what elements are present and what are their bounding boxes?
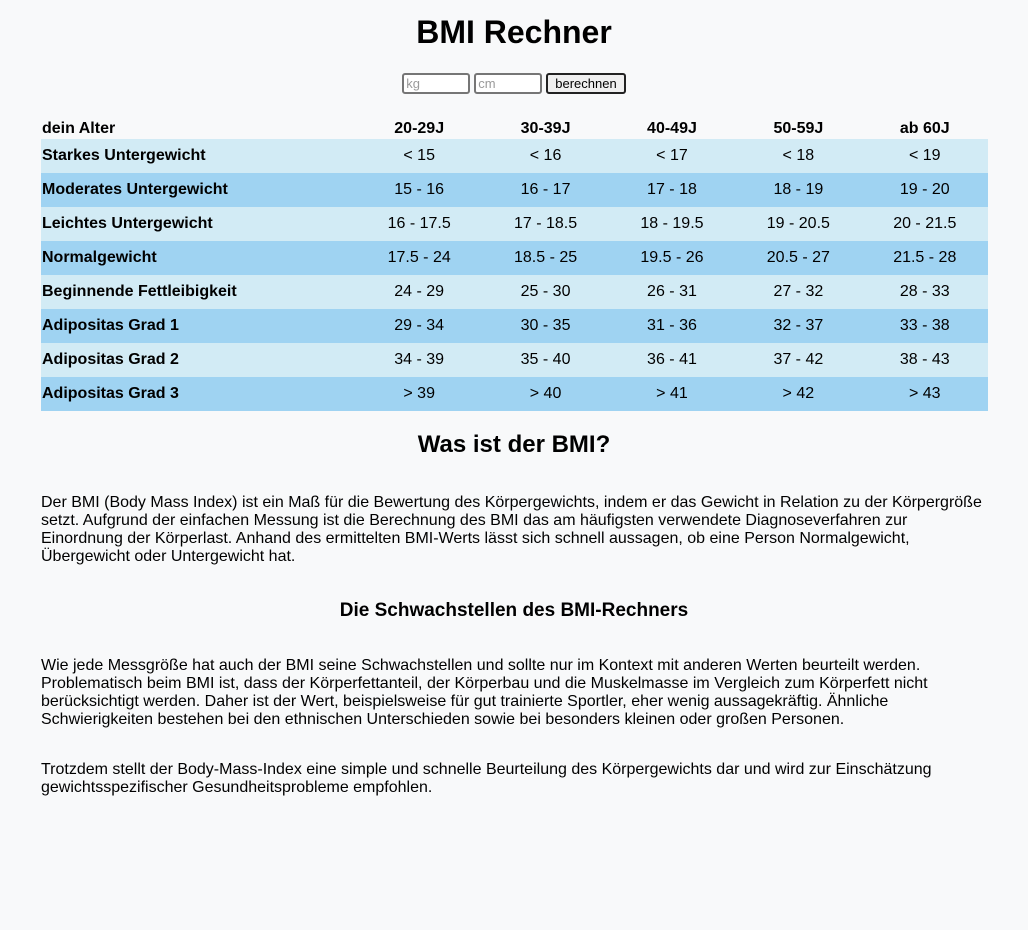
table-cell: 19 - 20.5 bbox=[766, 215, 830, 232]
row-label: Adipositas Grad 2 bbox=[42, 351, 179, 368]
table-cell: 35 - 40 bbox=[520, 351, 571, 368]
table-cell: 16 - 17 bbox=[520, 181, 571, 198]
bmi-calculator-form: berechnen bbox=[0, 73, 1028, 94]
table-cell: 16 - 17.5 bbox=[387, 215, 451, 232]
table-cell: 17.5 - 24 bbox=[387, 249, 451, 266]
bmi-table: dein Alter 20-29J 30-39J 40-49J 50-59J a… bbox=[41, 116, 988, 411]
row-label: Leichtes Untergewicht bbox=[42, 215, 213, 232]
table-row: Leichtes Untergewicht 16 - 17.5 17 - 18.… bbox=[41, 207, 988, 241]
table-cell: 26 - 31 bbox=[647, 283, 697, 300]
row-label: Beginnende Fettleibigkeit bbox=[42, 283, 237, 300]
table-cell: 34 - 39 bbox=[394, 351, 445, 368]
table-cell: > 40 bbox=[529, 385, 562, 402]
table-cell: < 18 bbox=[782, 147, 815, 164]
table-cell: 30 - 35 bbox=[520, 317, 571, 334]
header-age-50-59: 50-59J bbox=[773, 120, 824, 137]
table-cell: 27 - 32 bbox=[773, 283, 824, 300]
table-cell: 19 - 20 bbox=[899, 181, 950, 198]
row-label: Moderates Untergewicht bbox=[42, 181, 228, 198]
table-cell: 20.5 - 27 bbox=[766, 249, 830, 266]
table-cell: 37 - 42 bbox=[773, 351, 824, 368]
table-cell: 29 - 34 bbox=[394, 317, 445, 334]
table-cell: 31 - 36 bbox=[647, 317, 697, 334]
height-input[interactable] bbox=[474, 73, 543, 94]
table-header-row: dein Alter 20-29J 30-39J 40-49J 50-59J a… bbox=[41, 116, 988, 139]
table-row: Beginnende Fettleibigkeit 24 - 29 25 - 3… bbox=[41, 275, 988, 309]
table-cell: 28 - 33 bbox=[899, 283, 950, 300]
table-cell: 15 - 16 bbox=[394, 181, 445, 198]
table-cell: > 39 bbox=[403, 385, 435, 402]
table-row: Moderates Untergewicht 15 - 16 16 - 17 1… bbox=[41, 173, 988, 207]
table-row: Adipositas Grad 3 > 39 > 40 > 41 > 42 > … bbox=[41, 377, 988, 411]
table-cell: > 41 bbox=[656, 385, 688, 402]
header-age-20-29: 20-29J bbox=[394, 120, 445, 137]
table-cell: 17 - 18.5 bbox=[513, 215, 578, 232]
table-row: Adipositas Grad 2 34 - 39 35 - 40 36 - 4… bbox=[41, 343, 988, 377]
table-cell: 18 - 19 bbox=[773, 181, 824, 198]
table-cell: 38 - 43 bbox=[899, 351, 950, 368]
table-cell: < 16 bbox=[529, 147, 562, 164]
article-intro-paragraph: Der BMI (Body Mass Index) ist ein Maß fü… bbox=[41, 494, 982, 565]
header-age-label: dein Alter bbox=[42, 120, 116, 137]
article-conclusion-paragraph: Trotzdem stellt der Body-Mass-Index eine… bbox=[41, 761, 932, 796]
table-cell: 20 - 21.5 bbox=[893, 215, 957, 232]
article-subheading: Die Schwachstellen des BMI-Rechners bbox=[339, 600, 689, 621]
table-cell: > 43 bbox=[908, 385, 941, 402]
table-cell: 33 - 38 bbox=[899, 317, 950, 334]
table-cell: 18.5 - 25 bbox=[513, 249, 578, 266]
calculate-button[interactable]: berechnen bbox=[546, 73, 626, 94]
row-label: Adipositas Grad 1 bbox=[42, 317, 179, 334]
row-label: Normalgewicht bbox=[42, 249, 157, 266]
table-cell: 25 - 30 bbox=[520, 283, 571, 300]
weight-input[interactable] bbox=[402, 73, 471, 94]
table-cell: 24 - 29 bbox=[394, 283, 445, 300]
page-title: BMI Rechner bbox=[416, 14, 612, 50]
table-row: Starkes Untergewicht < 15 < 16 < 17 < 18… bbox=[41, 139, 988, 173]
row-label: Starkes Untergewicht bbox=[42, 147, 206, 164]
table-row: Normalgewicht 17.5 - 24 18.5 - 25 19.5 -… bbox=[41, 241, 988, 275]
row-label: Adipositas Grad 3 bbox=[42, 385, 179, 402]
table-cell: 32 - 37 bbox=[773, 317, 824, 334]
table-cell: 19.5 - 26 bbox=[640, 249, 704, 266]
header-age-30-39: 30-39J bbox=[520, 120, 571, 137]
article-heading: Was ist der BMI? bbox=[417, 431, 611, 458]
table-cell: < 17 bbox=[656, 147, 688, 164]
table-cell: < 19 bbox=[908, 147, 941, 164]
table-cell: < 15 bbox=[403, 147, 435, 164]
header-age-40-49: 40-49J bbox=[647, 120, 697, 137]
table-cell: 17 - 18 bbox=[647, 181, 697, 198]
table-cell: 21.5 - 28 bbox=[893, 249, 957, 266]
header-age-60-plus: ab 60J bbox=[899, 120, 950, 137]
table-cell: > 42 bbox=[782, 385, 815, 402]
table-cell: 18 - 19.5 bbox=[640, 215, 704, 232]
table-row: Adipositas Grad 1 29 - 34 30 - 35 31 - 3… bbox=[41, 309, 988, 343]
table-cell: 36 - 41 bbox=[647, 351, 697, 368]
article-weaknesses-paragraph: Wie jede Messgröße hat auch der BMI sein… bbox=[41, 657, 928, 728]
